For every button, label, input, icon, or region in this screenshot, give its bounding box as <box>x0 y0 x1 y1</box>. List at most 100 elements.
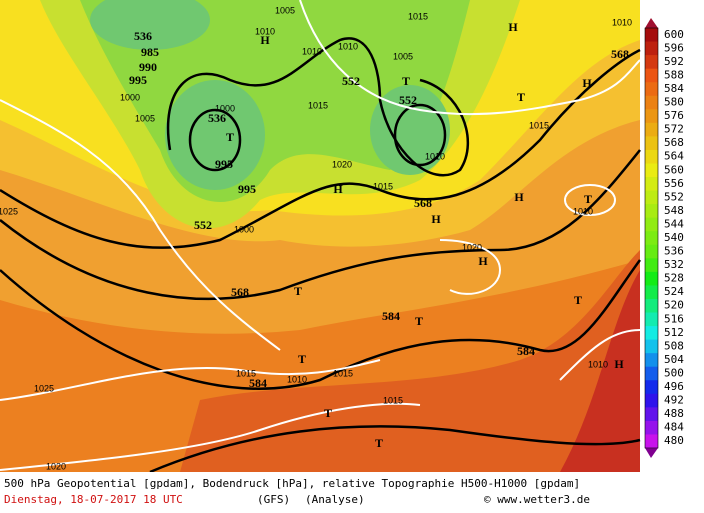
colorbar-label: 532 <box>664 258 684 271</box>
colorbar-swatch <box>645 312 658 327</box>
colorbar-swatch <box>645 285 658 300</box>
colorbar-label: 556 <box>664 177 684 190</box>
colorbar-label: 492 <box>664 394 684 407</box>
colorbar-swatch <box>645 109 658 124</box>
map-label: H <box>582 76 592 90</box>
map-label: 568 <box>611 47 629 61</box>
colorbar-label: 496 <box>664 380 684 393</box>
colorbar-label: 596 <box>664 41 684 54</box>
map-label: H <box>514 190 524 204</box>
map-label: 536 <box>208 111 226 125</box>
colorbar-swatch <box>645 271 658 286</box>
colorbar-swatch <box>645 163 658 178</box>
colorbar-label: 512 <box>664 326 684 339</box>
map-label: 1020 <box>332 159 352 169</box>
map-label: 552 <box>194 218 212 232</box>
colorbar-label: 560 <box>664 163 684 176</box>
map-label: 1010 <box>573 206 593 216</box>
colorbar-label: 564 <box>664 150 684 163</box>
map-label: H <box>508 20 518 34</box>
map-label: 1025 <box>0 206 18 216</box>
colorbar-label: 568 <box>664 136 684 149</box>
footer-date: Dienstag, 18-07-2017 18 UTC <box>4 493 183 506</box>
colorbar-label: 584 <box>664 82 684 95</box>
colorbar-swatch <box>645 190 658 205</box>
colorbar-label: 524 <box>664 285 684 298</box>
colorbar-swatch <box>645 68 658 83</box>
map-label: 1015 <box>408 11 428 21</box>
colorbar-swatch <box>645 298 658 314</box>
map-label: T <box>324 406 332 420</box>
colorbar-label: 592 <box>664 55 684 68</box>
map-label: 1010 <box>338 41 358 51</box>
map-label: 1010 <box>287 374 307 384</box>
colorbar-label: 580 <box>664 96 684 109</box>
colorbar-swatch <box>645 136 658 151</box>
map-label: H <box>431 212 441 226</box>
map-label: 995 <box>215 157 233 171</box>
colorbar: 6005965925885845805765725685645605565525… <box>644 18 684 458</box>
map-label: 1005 <box>275 5 295 15</box>
colorbar-swatch <box>645 244 658 259</box>
colorbar-frame <box>644 27 659 449</box>
colorbar-label: 552 <box>664 190 684 203</box>
colorbar-swatch <box>645 258 658 273</box>
colorbar-label: 480 <box>664 434 684 447</box>
colorbar-swatch <box>645 407 658 422</box>
colorbar-swatch <box>645 353 658 368</box>
map-label: H <box>333 182 343 196</box>
map-label: 990 <box>139 60 157 74</box>
map-label: H <box>614 357 624 371</box>
colorbar-label: 488 <box>664 407 684 420</box>
map-label: 995 <box>238 182 256 196</box>
map-label: 1015 <box>333 368 353 378</box>
footer-model: (GFS) <box>257 493 290 506</box>
map-label: 584 <box>517 344 535 358</box>
map-label: 568 <box>414 196 432 210</box>
map-label: 1000 <box>215 103 235 113</box>
colorbar-label: 504 <box>664 353 684 366</box>
colorbar-swatch <box>645 366 658 381</box>
map-label: 568 <box>231 285 249 299</box>
footer-description: 500 hPa Geopotential [gpdam], Bodendruck… <box>4 477 580 490</box>
colorbar-label: 600 <box>664 28 684 41</box>
colorbar-label: 484 <box>664 421 684 434</box>
colorbar-swatch <box>645 326 658 341</box>
map-label: 584 <box>382 309 400 323</box>
map-label: 1015 <box>308 100 328 110</box>
colorbar-swatch <box>645 434 658 449</box>
map-label: 1005 <box>393 51 413 61</box>
colorbar-swatch <box>645 55 658 70</box>
map-label: 1010 <box>302 46 322 56</box>
colorbar-label: 528 <box>664 272 684 285</box>
footer-run: (Analyse) <box>305 493 365 506</box>
map-label: T <box>375 436 383 450</box>
colorbar-swatch <box>645 177 658 192</box>
map-label: 1005 <box>135 113 155 123</box>
colorbar-swatch <box>645 380 658 395</box>
colorbar-label: 516 <box>664 312 684 325</box>
map-label: 1015 <box>383 395 403 405</box>
colorbar-swatch <box>645 95 658 110</box>
colorbar-label: 572 <box>664 123 684 136</box>
map-label: 1010 <box>255 26 275 36</box>
colorbar-label: 520 <box>664 299 684 312</box>
map-label: T <box>517 90 525 104</box>
map-label: 584 <box>249 376 267 390</box>
map-label: 985 <box>141 45 159 59</box>
map-label: T <box>298 352 306 366</box>
colorbar-swatch <box>645 204 658 219</box>
map-label: 1000 <box>120 92 140 102</box>
map-area <box>0 0 642 474</box>
map-label: 1020 <box>462 242 482 252</box>
footer-credit: © www.wetter3.de <box>484 493 590 506</box>
colorbar-label: 540 <box>664 231 684 244</box>
colorbar-swatch <box>645 217 658 232</box>
map-label: T <box>415 314 423 328</box>
map-label: 1020 <box>46 461 66 471</box>
map-label: H <box>478 254 488 268</box>
map-label: 552 <box>342 74 360 88</box>
